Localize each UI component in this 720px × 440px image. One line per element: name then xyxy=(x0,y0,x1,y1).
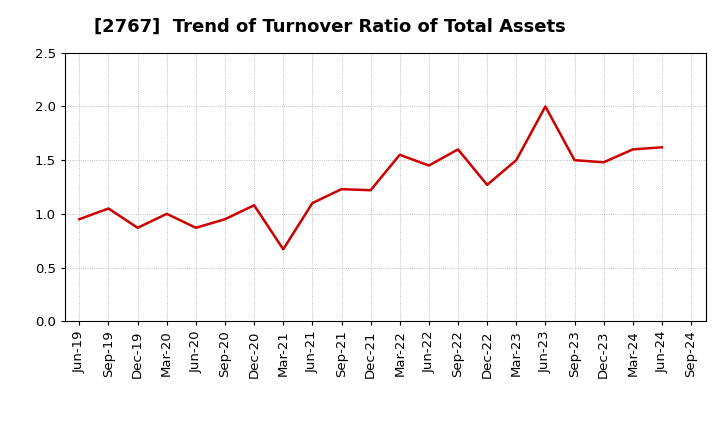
Text: [2767]  Trend of Turnover Ratio of Total Assets: [2767] Trend of Turnover Ratio of Total … xyxy=(94,18,565,36)
